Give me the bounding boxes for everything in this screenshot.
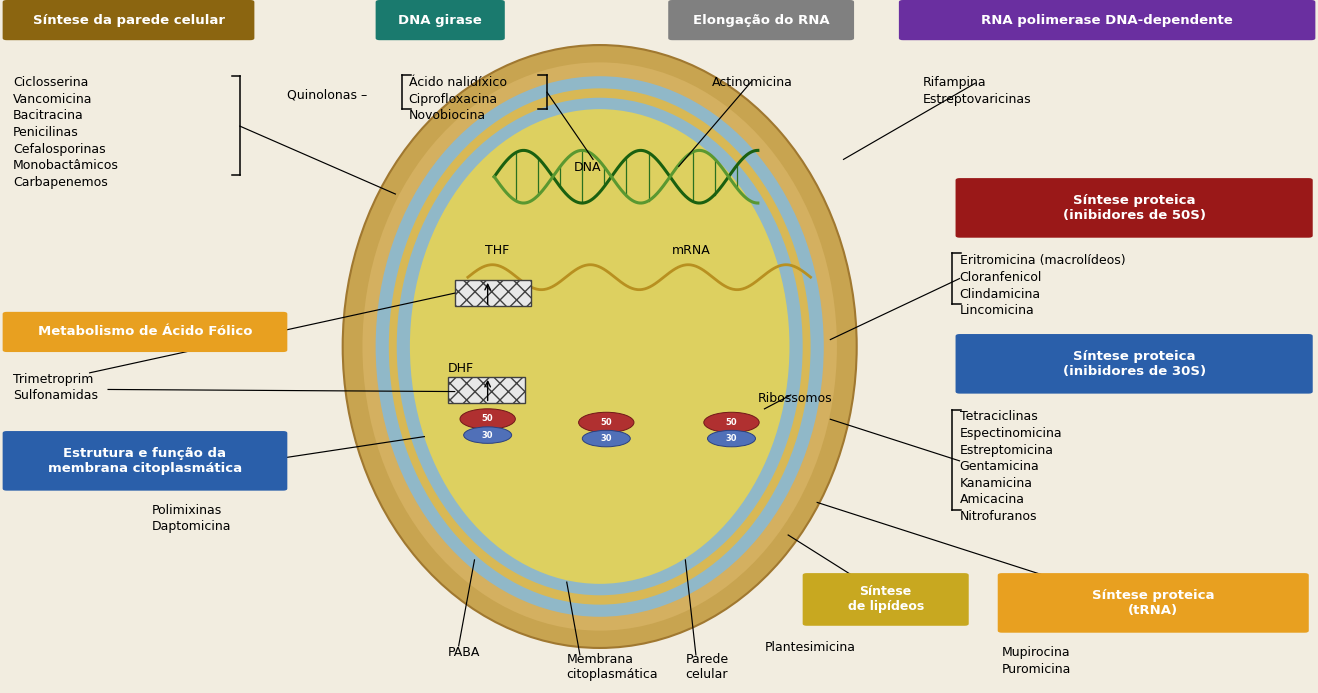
Text: Sulfonamidas: Sulfonamidas (13, 389, 98, 403)
Text: Ácido nalidíxico: Ácido nalidíxico (409, 76, 506, 89)
Text: Trimetroprim: Trimetroprim (13, 373, 94, 386)
FancyBboxPatch shape (956, 178, 1313, 238)
Text: Monobactâmicos: Monobactâmicos (13, 159, 119, 173)
Text: 30: 30 (726, 434, 737, 443)
Ellipse shape (410, 109, 789, 584)
FancyBboxPatch shape (956, 334, 1313, 394)
Text: 50: 50 (601, 418, 612, 427)
Text: Espectinomicina: Espectinomicina (960, 427, 1062, 440)
Text: 50: 50 (482, 414, 493, 423)
Text: Amicacina: Amicacina (960, 493, 1024, 507)
Ellipse shape (397, 98, 803, 595)
Text: Parede
celular: Parede celular (685, 653, 729, 681)
Text: Síntese
de lipídeos: Síntese de lipídeos (847, 586, 924, 613)
Ellipse shape (376, 76, 824, 617)
Text: RNA polimerase DNA-dependente: RNA polimerase DNA-dependente (981, 14, 1234, 26)
Text: Tetraciclinas: Tetraciclinas (960, 410, 1037, 423)
Text: Nitrofuranos: Nitrofuranos (960, 510, 1037, 523)
Text: mRNA: mRNA (672, 244, 710, 257)
Text: Eritromicina (macrolídeos): Eritromicina (macrolídeos) (960, 254, 1126, 267)
Ellipse shape (389, 89, 811, 604)
Bar (448, 377, 525, 403)
Text: 30: 30 (601, 434, 612, 443)
Text: DNA girase: DNA girase (398, 14, 482, 26)
Text: Estreptomicina: Estreptomicina (960, 444, 1053, 457)
Text: Kanamicina: Kanamicina (960, 477, 1032, 490)
Text: Actinomicina: Actinomicina (712, 76, 792, 89)
Text: 50: 50 (726, 418, 737, 427)
Ellipse shape (343, 45, 857, 648)
Text: Cloranfenicol: Cloranfenicol (960, 271, 1041, 284)
Text: Síntese proteica
(inibidores de 30S): Síntese proteica (inibidores de 30S) (1062, 350, 1206, 378)
Text: Membrana
citoplasmática: Membrana citoplasmática (567, 653, 659, 681)
Ellipse shape (708, 430, 755, 447)
Text: Gentamicina: Gentamicina (960, 460, 1040, 473)
FancyBboxPatch shape (998, 573, 1309, 633)
Text: 30: 30 (482, 430, 493, 439)
Text: Carbapenemos: Carbapenemos (13, 176, 108, 189)
Ellipse shape (583, 430, 630, 447)
FancyBboxPatch shape (3, 0, 254, 40)
Text: DNA: DNA (573, 161, 601, 174)
Text: DHF: DHF (448, 362, 474, 375)
Text: Estrutura e função da
membrana citoplasmática: Estrutura e função da membrana citoplasm… (47, 447, 243, 475)
Text: THF: THF (485, 244, 509, 257)
Text: Síntese da parede celular: Síntese da parede celular (33, 14, 224, 26)
Ellipse shape (704, 412, 759, 432)
Text: Ciprofloxacina: Ciprofloxacina (409, 93, 498, 106)
Text: Puromicina: Puromicina (1002, 663, 1072, 676)
FancyBboxPatch shape (3, 431, 287, 491)
Text: Daptomicina: Daptomicina (152, 520, 231, 534)
Text: Novobiocina: Novobiocina (409, 109, 486, 123)
FancyBboxPatch shape (3, 312, 287, 352)
Text: Lincomicina: Lincomicina (960, 304, 1035, 317)
Text: Plantesimicina: Plantesimicina (764, 641, 855, 654)
FancyBboxPatch shape (668, 0, 854, 40)
Ellipse shape (579, 412, 634, 432)
Text: Quinolonas –: Quinolonas – (287, 88, 368, 101)
Ellipse shape (460, 409, 515, 429)
Text: Síntese proteica
(inibidores de 50S): Síntese proteica (inibidores de 50S) (1062, 194, 1206, 222)
Ellipse shape (362, 62, 837, 631)
FancyBboxPatch shape (803, 573, 969, 626)
FancyBboxPatch shape (376, 0, 505, 40)
Text: Ribossomos: Ribossomos (758, 392, 833, 405)
Ellipse shape (464, 427, 511, 444)
Text: Rifampina: Rifampina (923, 76, 986, 89)
Text: Clindamicina: Clindamicina (960, 288, 1041, 301)
Text: Metabolismo de Ácido Fólico: Metabolismo de Ácido Fólico (38, 326, 252, 338)
Text: Cefalosporinas: Cefalosporinas (13, 143, 105, 156)
Text: Mupirocina: Mupirocina (1002, 646, 1070, 659)
Text: Bacitracina: Bacitracina (13, 109, 84, 123)
Text: Penicilinas: Penicilinas (13, 126, 79, 139)
Text: Síntese proteica
(tRNA): Síntese proteica (tRNA) (1093, 589, 1214, 617)
Text: PABA: PABA (448, 646, 481, 659)
Text: Estreptovaricinas: Estreptovaricinas (923, 93, 1031, 106)
Text: Vancomicina: Vancomicina (13, 93, 92, 106)
FancyBboxPatch shape (899, 0, 1315, 40)
Bar (455, 280, 531, 306)
Text: Ciclosserina: Ciclosserina (13, 76, 88, 89)
Text: Elongação do RNA: Elongação do RNA (693, 14, 829, 26)
Text: Polimixinas: Polimixinas (152, 504, 221, 517)
